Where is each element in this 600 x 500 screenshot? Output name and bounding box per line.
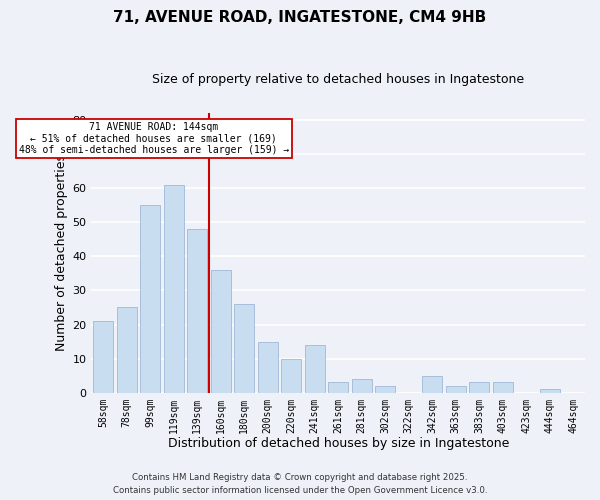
Bar: [493, 382, 513, 392]
Bar: [446, 386, 466, 392]
Title: Size of property relative to detached houses in Ingatestone: Size of property relative to detached ho…: [152, 72, 524, 86]
Text: 71 AVENUE ROAD: 144sqm
← 51% of detached houses are smaller (169)
48% of semi-de: 71 AVENUE ROAD: 144sqm ← 51% of detached…: [19, 122, 289, 155]
Bar: [375, 386, 395, 392]
Bar: [93, 321, 113, 392]
Bar: [140, 205, 160, 392]
Bar: [211, 270, 230, 392]
Bar: [540, 390, 560, 392]
Bar: [234, 304, 254, 392]
X-axis label: Distribution of detached houses by size in Ingatestone: Distribution of detached houses by size …: [167, 437, 509, 450]
Bar: [328, 382, 348, 392]
Bar: [305, 345, 325, 393]
Text: Contains HM Land Registry data © Crown copyright and database right 2025.
Contai: Contains HM Land Registry data © Crown c…: [113, 473, 487, 495]
Y-axis label: Number of detached properties: Number of detached properties: [55, 154, 68, 352]
Bar: [469, 382, 489, 392]
Text: 71, AVENUE ROAD, INGATESTONE, CM4 9HB: 71, AVENUE ROAD, INGATESTONE, CM4 9HB: [113, 10, 487, 25]
Bar: [281, 358, 301, 392]
Bar: [258, 342, 278, 392]
Bar: [352, 379, 372, 392]
Bar: [117, 308, 137, 392]
Bar: [422, 376, 442, 392]
Bar: [187, 229, 207, 392]
Bar: [164, 184, 184, 392]
